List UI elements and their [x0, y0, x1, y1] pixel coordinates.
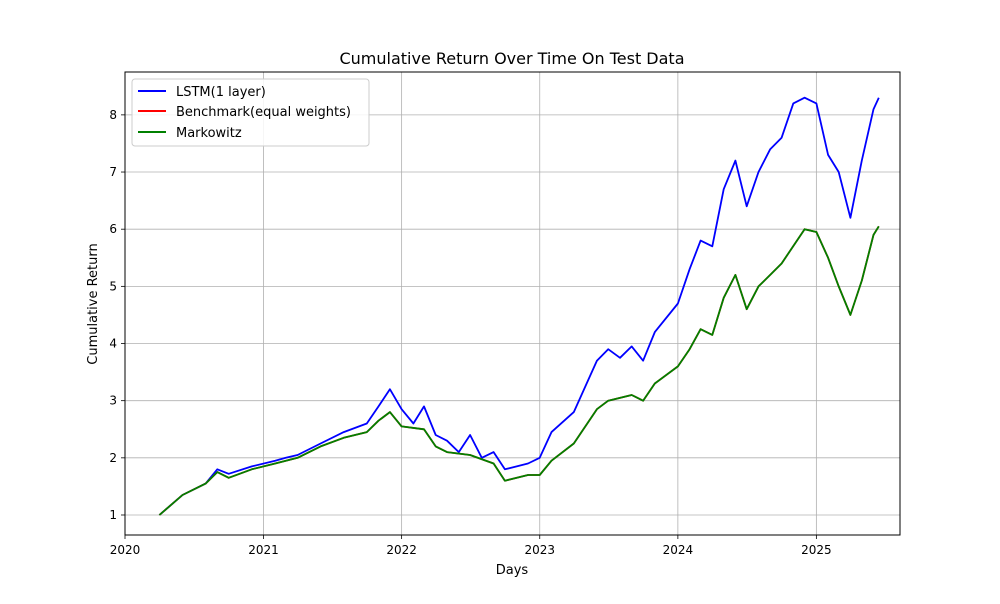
- x-tick-label: 2024: [663, 543, 694, 557]
- x-tick-label: 2022: [386, 543, 417, 557]
- y-tick-label: 3: [109, 394, 117, 408]
- y-tick-label: 7: [109, 165, 117, 179]
- x-tick-label: 2023: [524, 543, 555, 557]
- x-axis-label: Days: [496, 563, 529, 578]
- legend-label-lstm: LSTM(1 layer): [176, 85, 266, 100]
- legend-label-markowitz: Markowitz: [176, 126, 242, 141]
- y-tick-label: 5: [109, 279, 117, 293]
- y-axis-label: Cumulative Return: [86, 243, 101, 364]
- x-tick-label: 2021: [248, 543, 279, 557]
- y-axis-ticks: 1 2 3 4 5 6 7 8: [109, 108, 125, 522]
- chart-title: Cumulative Return Over Time On Test Data: [339, 49, 684, 68]
- y-tick-label: 6: [109, 222, 117, 236]
- series-lines: [158, 96, 880, 516]
- series-line-lstm: [158, 96, 880, 516]
- x-tick-label: 2025: [801, 543, 832, 557]
- x-tick-label: 2020: [110, 543, 141, 557]
- legend-box: [131, 78, 370, 147]
- y-tick-label: 2: [109, 451, 117, 465]
- legend: LSTM(1 layer) Benchmark(equal weights) M…: [131, 78, 370, 147]
- series-line-markowitz: [158, 225, 880, 516]
- x-axis-ticks: 2020 2021 2022 2023 2024 2025: [110, 535, 832, 557]
- grid: [124, 72, 900, 535]
- y-tick-label: 8: [109, 108, 117, 122]
- y-tick-label: 1: [109, 508, 117, 522]
- legend-label-benchmark: Benchmark(equal weights): [176, 105, 351, 120]
- plot-frame: [124, 71, 901, 536]
- y-tick-label: 4: [109, 337, 117, 351]
